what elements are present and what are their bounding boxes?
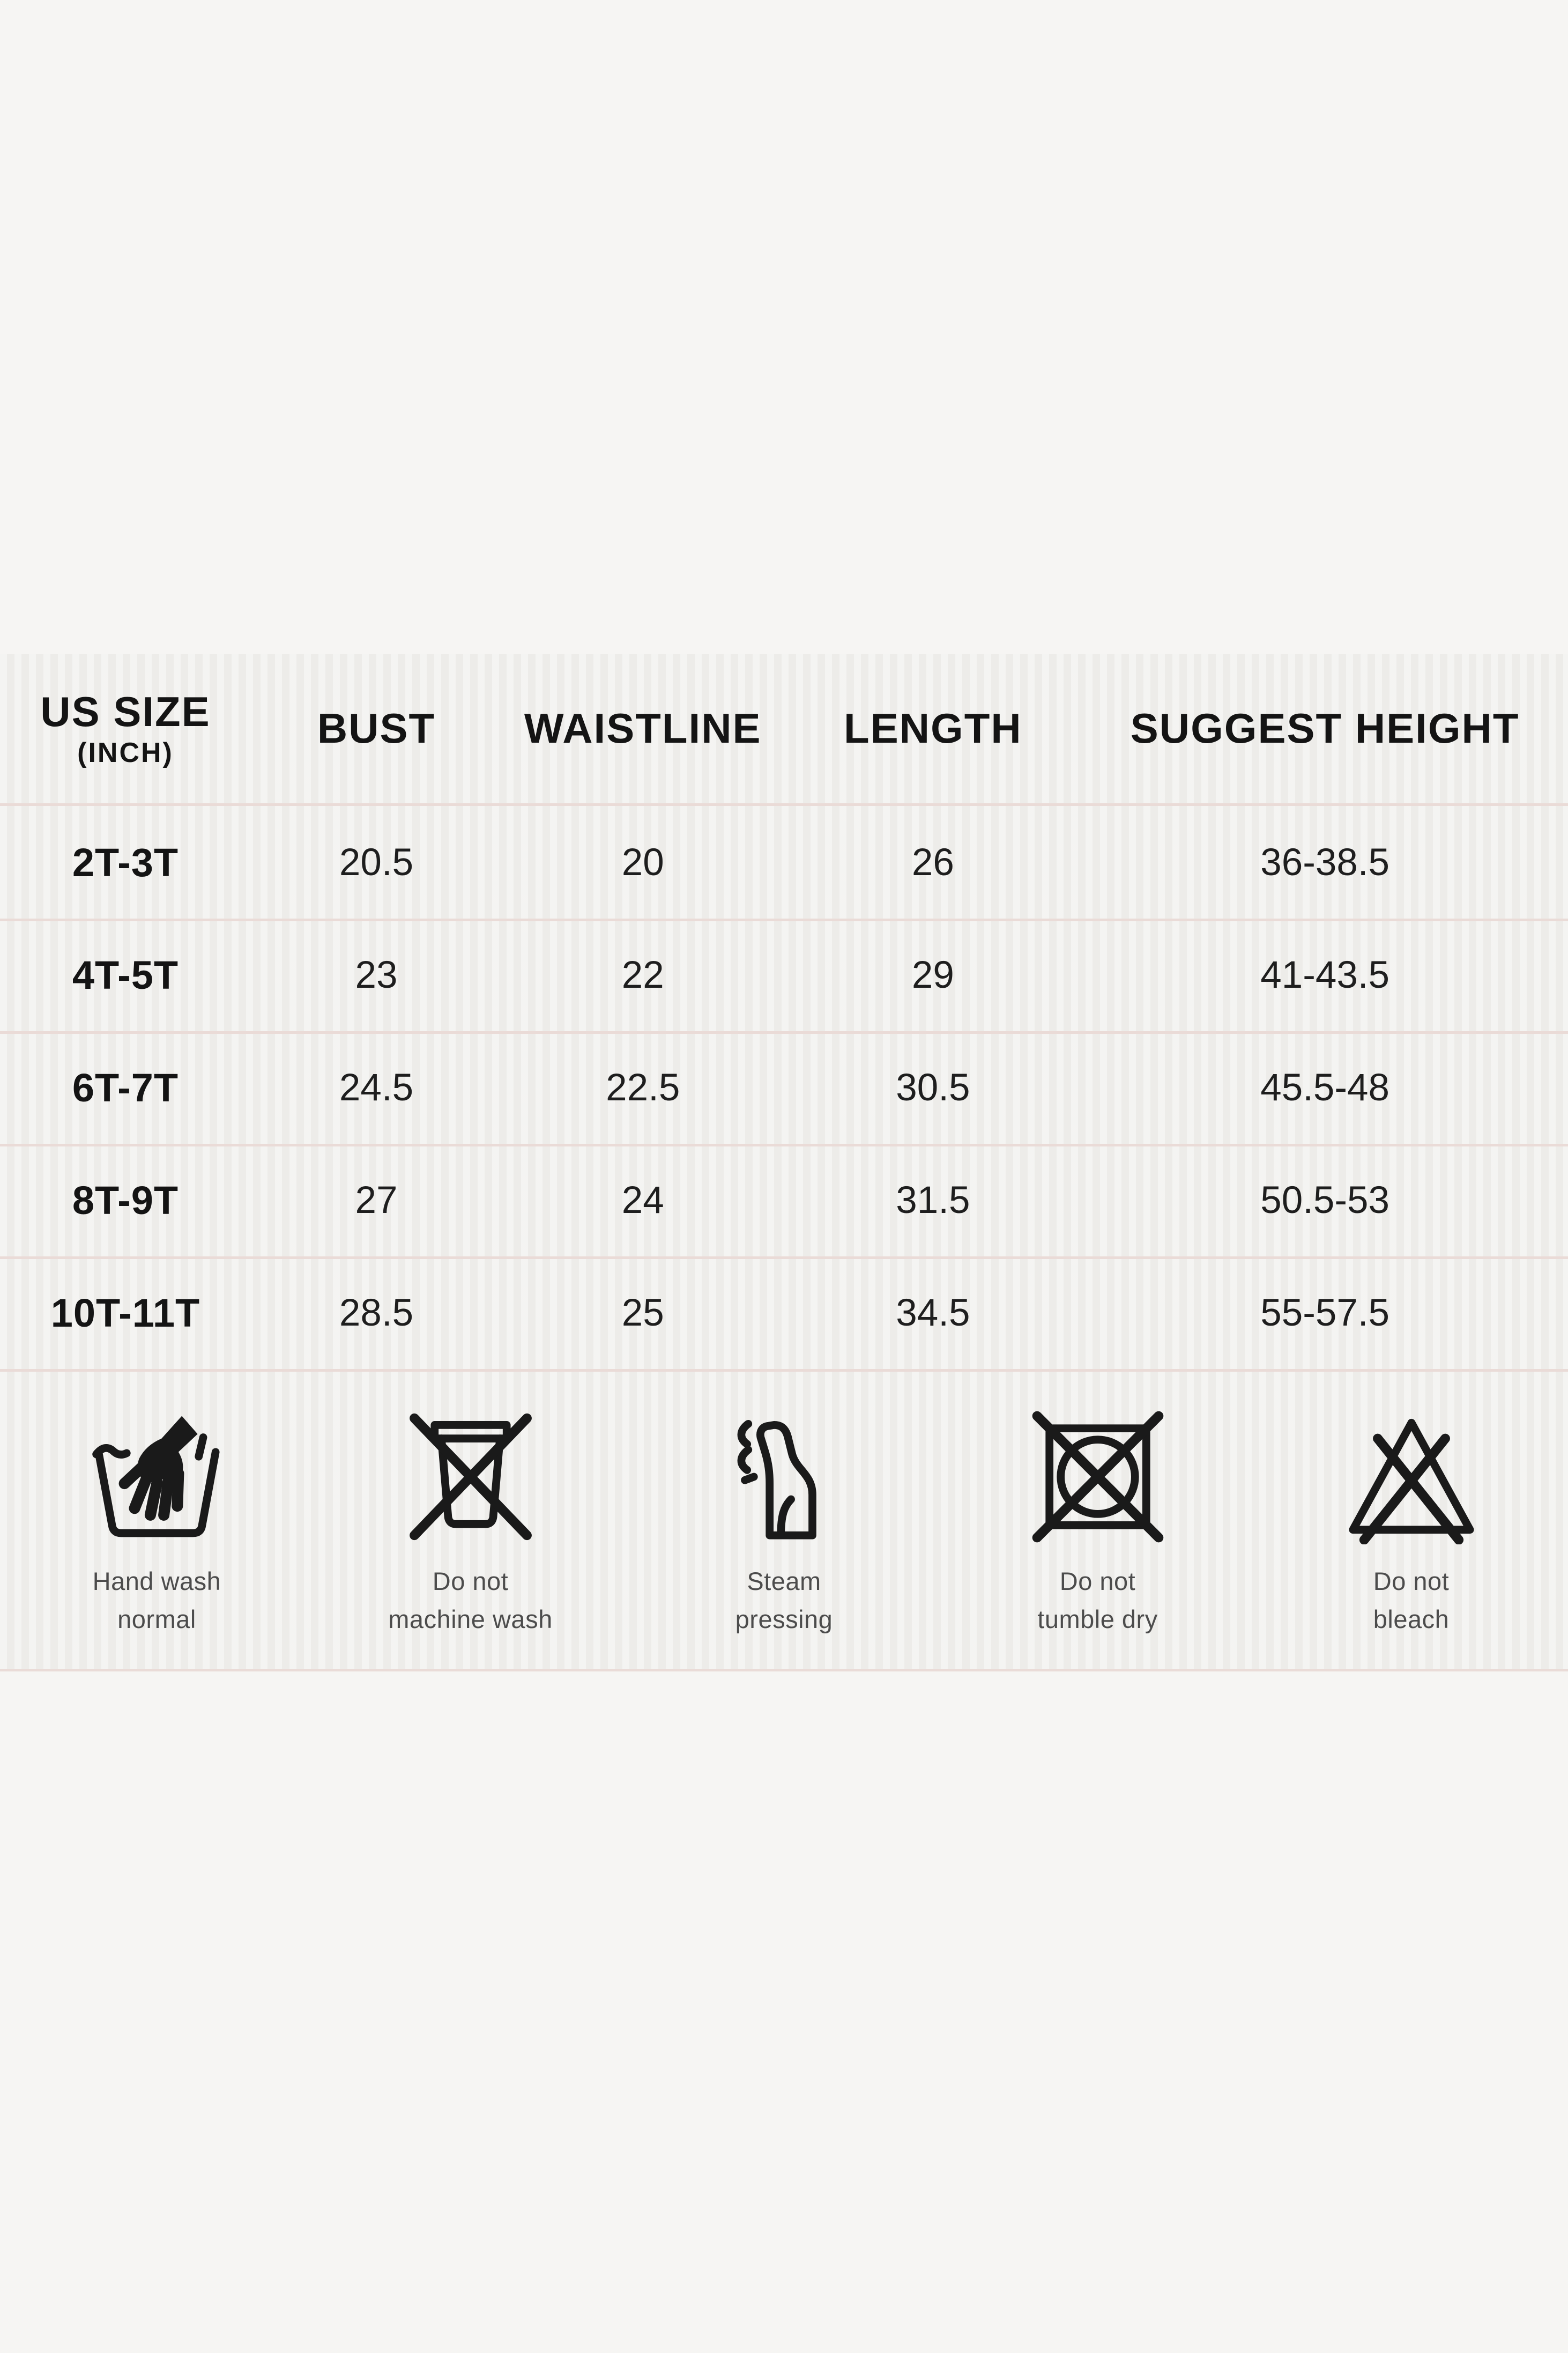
table-row: 4T-5T 23 22 29 41-43.5 (0, 919, 1568, 1034)
column-header-suggest-height: SUGGEST HEIGHT (1130, 705, 1520, 752)
care-item-hand-wash: Hand wash normal (0, 1372, 314, 1669)
bust-cell: 28.5 (339, 1291, 414, 1334)
column-header-length: LENGTH (844, 705, 1022, 752)
hand-wash-icon (90, 1409, 225, 1544)
column-header-bust: BUST (317, 705, 436, 752)
care-item-do-not-machine-wash: Do not machine wash (314, 1372, 627, 1669)
bust-cell: 24.5 (339, 1066, 414, 1109)
us-size-cell: 10T-11T (50, 1290, 200, 1335)
length-cell: 29 (911, 953, 954, 996)
length-cell: 30.5 (896, 1066, 970, 1109)
care-label: Steam pressing (735, 1567, 833, 1633)
care-label: Do not machine wash (388, 1567, 553, 1633)
waistline-cell: 25 (621, 1291, 664, 1334)
suggest-height-cell: 50.5-53 (1260, 1179, 1390, 1222)
care-label: Do not tumble dry (1037, 1567, 1158, 1633)
bust-cell: 23 (355, 953, 398, 996)
us-size-cell: 2T-3T (72, 840, 179, 885)
care-item-do-not-tumble-dry: Do not tumble dry (941, 1372, 1254, 1669)
suggest-height-cell: 41-43.5 (1260, 953, 1390, 996)
care-label: Hand wash normal (92, 1567, 221, 1633)
suggest-height-cell: 45.5-48 (1260, 1066, 1390, 1109)
column-header-us-size: US SIZE (INCH) (0, 690, 251, 767)
column-header-waistline: WAISTLINE (524, 705, 762, 752)
bust-cell: 20.5 (339, 841, 414, 884)
care-instructions-row: Hand wash normal Do not machine wash (0, 1372, 1568, 1669)
table-row: 2T-3T 20.5 20 26 36-38.5 (0, 806, 1568, 921)
us-size-label: US SIZE (40, 687, 211, 735)
unit-note: (INCH) (77, 737, 174, 768)
care-item-steam-pressing: Steam pressing (627, 1372, 941, 1669)
us-size-cell: 6T-7T (72, 1065, 179, 1110)
table-header-row: US SIZE (INCH) BUST WAISTLINE LENGTH SUG… (0, 654, 1568, 806)
length-cell: 26 (911, 841, 954, 884)
length-cell: 31.5 (896, 1179, 970, 1222)
size-chart-panel: US SIZE (INCH) BUST WAISTLINE LENGTH SUG… (0, 654, 1568, 1671)
care-label: Do not bleach (1373, 1567, 1450, 1633)
waistline-cell: 20 (621, 841, 664, 884)
waistline-cell: 22 (621, 953, 664, 996)
waistline-cell: 24 (621, 1179, 664, 1222)
table-row: 8T-9T 27 24 31.5 50.5-53 (0, 1144, 1568, 1259)
do-not-machine-wash-icon (403, 1409, 538, 1544)
suggest-height-cell: 55-57.5 (1260, 1291, 1390, 1334)
steam-pressing-icon (717, 1409, 852, 1544)
do-not-bleach-icon (1344, 1409, 1479, 1545)
suggest-height-cell: 36-38.5 (1260, 841, 1390, 884)
bust-cell: 27 (355, 1179, 398, 1222)
care-item-do-not-bleach: Do not bleach (1254, 1372, 1568, 1669)
table-row: 10T-11T 28.5 25 34.5 55-57.5 (0, 1256, 1568, 1372)
us-size-cell: 8T-9T (72, 1178, 179, 1223)
us-size-cell: 4T-5T (72, 952, 179, 997)
table-row: 6T-7T 24.5 22.5 30.5 45.5-48 (0, 1031, 1568, 1146)
do-not-tumble-dry-icon (1030, 1409, 1165, 1544)
length-cell: 34.5 (896, 1291, 970, 1334)
waistline-cell: 22.5 (606, 1066, 680, 1109)
